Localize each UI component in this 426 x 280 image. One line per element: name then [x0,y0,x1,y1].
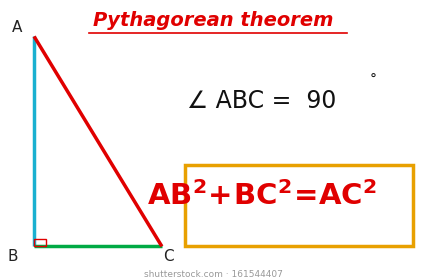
Text: ∠ ABC =  90: ∠ ABC = 90 [187,89,337,113]
Text: A: A [12,20,22,36]
Text: $\mathbf{AB^2\!+\!BC^2\!=\!AC^2}$: $\mathbf{AB^2\!+\!BC^2\!=\!AC^2}$ [147,181,377,211]
Text: B: B [8,249,18,264]
FancyBboxPatch shape [185,165,413,246]
Text: C: C [163,249,173,264]
Text: Pythagorean theorem: Pythagorean theorem [93,11,333,31]
Text: °: ° [370,73,377,87]
Bar [34,239,46,246]
Text: shutterstock.com · 161544407: shutterstock.com · 161544407 [144,270,282,279]
